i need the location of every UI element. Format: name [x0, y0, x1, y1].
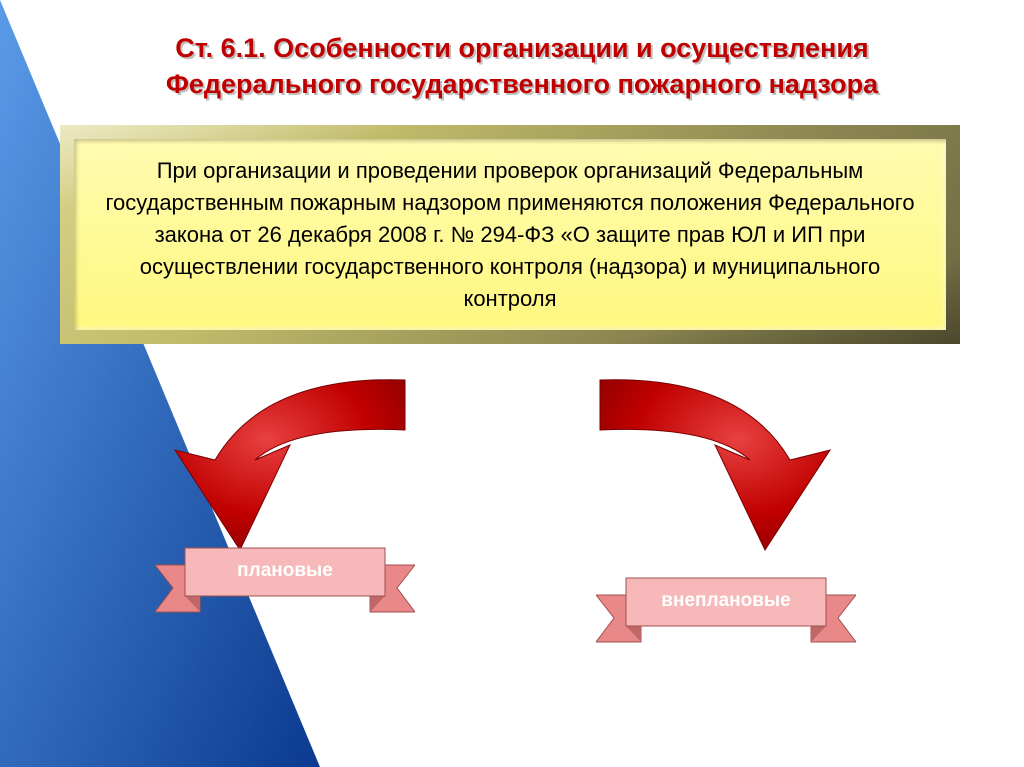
title-line2: Федерального государственного пожарного …	[166, 69, 878, 99]
banner-left: плановые	[155, 540, 415, 610]
banner-left-shape	[155, 540, 415, 630]
page-title: Ст. 6.1. Особенности организации и осуще…	[60, 30, 984, 103]
arrows-container	[0, 360, 1024, 560]
arrow-left	[145, 360, 425, 570]
info-box-text: При организации и проведении проверок ор…	[105, 158, 914, 311]
banner-right-label: внеплановые	[661, 590, 790, 611]
banner-right-shape	[596, 570, 856, 660]
title-line1: Ст. 6.1. Особенности организации и осуще…	[175, 33, 868, 63]
banner-right: внеплановые	[596, 570, 856, 640]
info-box: При организации и проведении проверок ор…	[60, 125, 960, 344]
banner-left-label: плановые	[237, 560, 333, 581]
arrow-right	[580, 360, 860, 570]
